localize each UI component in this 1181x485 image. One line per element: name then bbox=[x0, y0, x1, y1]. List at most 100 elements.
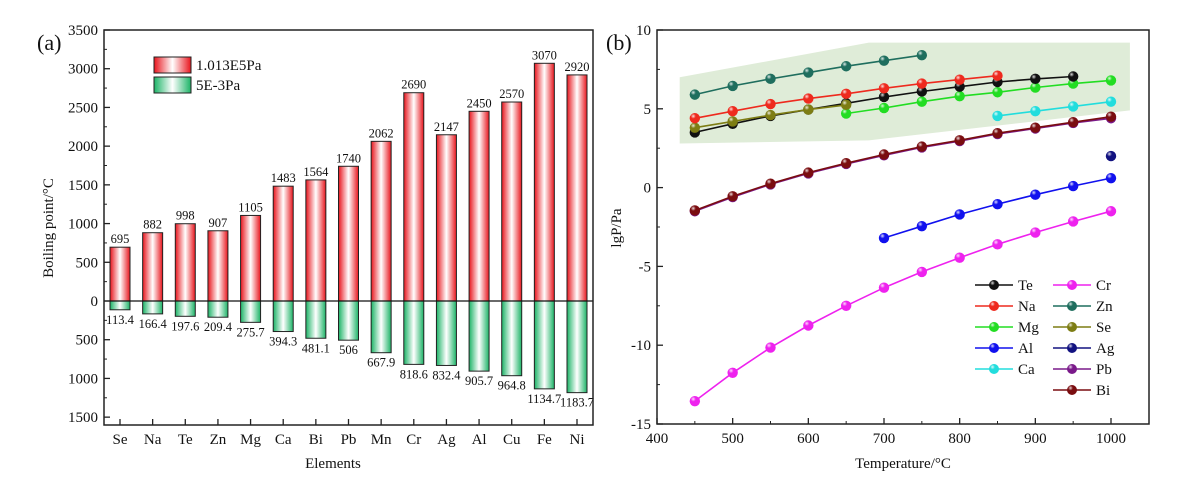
data-label-te-1013e5pa: 998 bbox=[176, 209, 195, 223]
axes-group: Se Na Te Zn Mg Ca Bi Pb Mn Cr Ag Al Cu Fe Ni 0 500 1000 15… bbox=[68, 23, 594, 448]
bar-cu-1013e5pa bbox=[501, 101, 523, 302]
x-tick-label-700: 700 bbox=[873, 431, 896, 447]
point-highlight bbox=[992, 239, 1003, 250]
bar-zn-5e-3pa bbox=[207, 300, 229, 318]
bar-cu-5e-3pa bbox=[501, 300, 523, 377]
point-highlight bbox=[1067, 71, 1079, 82]
bar-ca-5e-3pa bbox=[272, 300, 294, 333]
data-label-bi-5e-3pa: 481.1 bbox=[302, 341, 330, 355]
x-tick-label-ag: Ag bbox=[437, 432, 456, 448]
series-cr bbox=[689, 206, 1117, 407]
point-highlight bbox=[954, 74, 965, 85]
data-label-se-1013e5pa: 695 bbox=[111, 232, 130, 246]
bar-al-1013e5pa bbox=[468, 110, 490, 302]
x-tick-label-cr: Cr bbox=[406, 432, 421, 448]
legend-marker-highlight bbox=[989, 364, 999, 374]
point-highlight bbox=[992, 70, 1003, 81]
legend-marker-highlight bbox=[989, 322, 999, 332]
bar-te-1013e5pa bbox=[174, 223, 196, 302]
data-label-cr-1013e5pa: 2690 bbox=[401, 78, 426, 92]
legend-item-bi: Bi bbox=[1053, 383, 1110, 399]
x-tick-label-600: 600 bbox=[797, 431, 820, 447]
point-highlight bbox=[765, 73, 776, 85]
data-label-pb-1013e5pa: 1740 bbox=[336, 151, 361, 165]
bar-se-5e-3pa bbox=[109, 300, 131, 311]
legend-marker-highlight bbox=[989, 280, 999, 290]
line-ca bbox=[997, 100, 1112, 117]
point-highlight bbox=[1105, 111, 1117, 122]
bar-ca-1013e5pa bbox=[272, 185, 294, 302]
point-highlight bbox=[992, 87, 1003, 98]
legend-label-te: Te bbox=[1018, 278, 1033, 294]
shaded-region bbox=[679, 42, 1130, 144]
x-tick-label-bi: Bi bbox=[309, 432, 323, 448]
point-highlight bbox=[992, 198, 1003, 210]
legend-item-ag: Ag bbox=[1053, 341, 1115, 357]
data-label-mn-1013e5pa: 2062 bbox=[369, 126, 394, 140]
x-axis-title: Temperature/°C bbox=[855, 456, 951, 472]
data-label-zn-1013e5pa: 907 bbox=[209, 216, 228, 230]
point-highlight bbox=[1030, 82, 1041, 93]
point-highlight bbox=[803, 167, 814, 178]
x-tick-label-al: Al bbox=[472, 432, 487, 448]
x-tick-label-te: Te bbox=[178, 432, 193, 448]
data-label-cu-5e-3pa: 964.8 bbox=[498, 379, 526, 393]
panel-b-line-chart: (b) 400 500 600 700 800 900 1000 -15 -10 -5 0 5 10 T… bbox=[606, 23, 1150, 472]
point-highlight bbox=[840, 61, 852, 72]
point-highlight bbox=[840, 99, 852, 111]
plot-area bbox=[679, 42, 1130, 407]
point-highlight bbox=[1105, 75, 1117, 86]
point-highlight bbox=[840, 108, 852, 119]
bar-se-1013e5pa bbox=[109, 246, 131, 302]
x-tick-label-900: 900 bbox=[1024, 431, 1047, 447]
point-highlight bbox=[727, 191, 738, 202]
point-highlight bbox=[954, 252, 965, 263]
point-highlight bbox=[840, 88, 852, 100]
legend-label-ca: Ca bbox=[1018, 362, 1035, 378]
series-se bbox=[689, 99, 852, 133]
series-bi bbox=[689, 111, 1117, 216]
point-highlight bbox=[878, 232, 890, 244]
data-label-zn-5e-3pa: 209.4 bbox=[204, 320, 233, 334]
point-highlight bbox=[916, 78, 928, 89]
bar-ni-5e-3pa bbox=[566, 300, 588, 394]
bar-fe-1013e5pa bbox=[533, 62, 555, 302]
y-tick-label-10: 10 bbox=[636, 23, 651, 39]
series-al bbox=[878, 172, 1117, 244]
bar-na-5e-3pa bbox=[142, 300, 164, 315]
point-highlight bbox=[727, 105, 738, 117]
x-tick-label-mn: Mn bbox=[371, 432, 392, 448]
point-highlight bbox=[727, 80, 738, 92]
point-highlight bbox=[803, 104, 814, 115]
legend-item-te: Te bbox=[975, 278, 1033, 294]
point-highlight bbox=[878, 149, 890, 160]
bar-na-1013e5pa bbox=[142, 232, 164, 302]
y-tick-label-5: 5 bbox=[644, 102, 652, 118]
point-highlight bbox=[916, 141, 928, 152]
point-highlight bbox=[878, 282, 890, 293]
point-highlight bbox=[916, 221, 928, 232]
series-na bbox=[689, 70, 1003, 124]
legend: 1.013E5Pa 5E-3Pa bbox=[153, 56, 262, 94]
point-highlight bbox=[765, 109, 776, 121]
bar-bi-1013e5pa bbox=[305, 179, 327, 302]
y-axis-title: lgP/Pa bbox=[609, 208, 625, 248]
x-tick-label-mg: Mg bbox=[240, 432, 261, 448]
data-label-mg-1013e5pa: 1105 bbox=[238, 200, 263, 214]
plot-frame bbox=[103, 29, 594, 426]
point-highlight bbox=[878, 102, 890, 114]
point-highlight bbox=[1030, 227, 1041, 238]
point-highlight bbox=[1030, 105, 1041, 117]
series-ag bbox=[1105, 150, 1117, 162]
point-highlight bbox=[916, 86, 928, 97]
point-highlight bbox=[878, 91, 890, 103]
bar-mg-5e-3pa bbox=[240, 300, 262, 323]
legend-item-na: Na bbox=[975, 299, 1036, 315]
x-tick-label-zn: Zn bbox=[210, 432, 227, 448]
data-label-fe-1013e5pa: 3070 bbox=[532, 48, 557, 62]
line-mg bbox=[846, 79, 1112, 115]
point-highlight bbox=[992, 110, 1003, 122]
data-label-bi-1013e5pa: 1564 bbox=[303, 165, 329, 179]
y-tick-label-neg-500: 500 bbox=[76, 333, 99, 349]
data-label-na-5e-3pa: 166.4 bbox=[139, 317, 168, 331]
